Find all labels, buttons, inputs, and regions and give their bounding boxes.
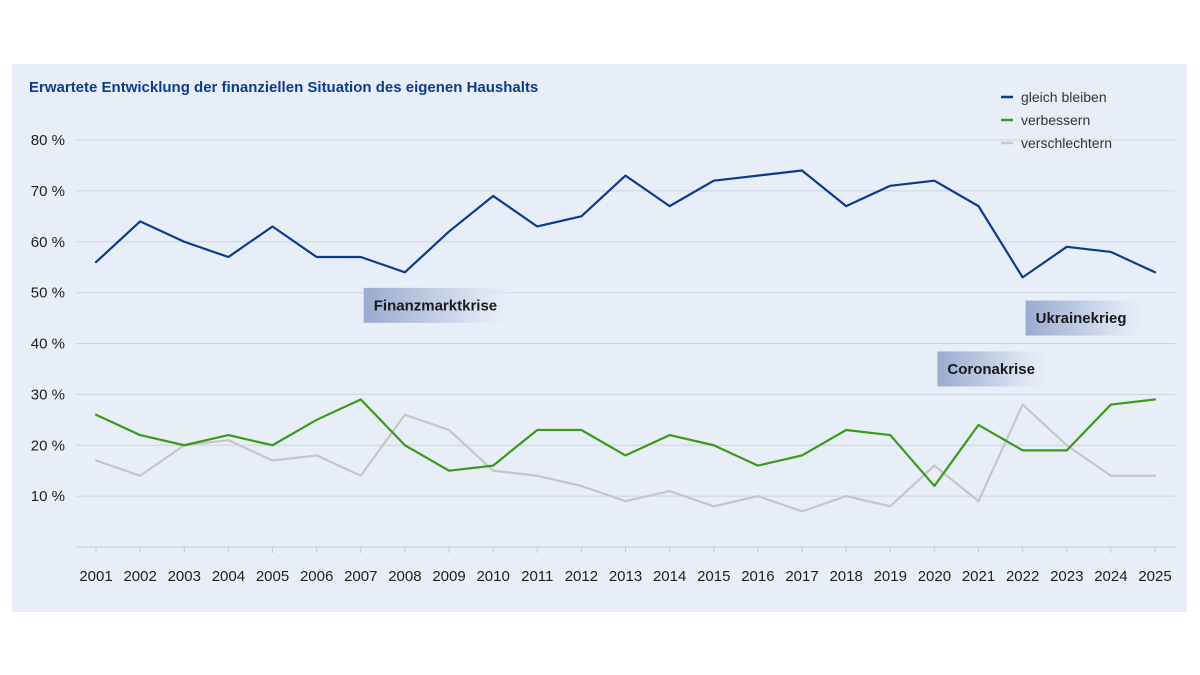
x-tick-label: 2023	[1050, 568, 1083, 585]
x-tick-label: 2012	[565, 568, 598, 585]
line-chart: Erwartete Entwicklung der finanziellen S…	[29, 79, 1175, 585]
y-tick-label: 80 %	[31, 132, 65, 149]
x-tick-label: 2015	[697, 568, 730, 585]
x-tick-label: 2003	[168, 568, 201, 585]
x-tick-label: 2019	[874, 568, 907, 585]
x-tick-label: 2025	[1138, 568, 1171, 585]
x-tick-label: 2002	[123, 568, 156, 585]
x-tick-label: 2004	[212, 568, 245, 585]
series-line-verschlechtern	[94, 403, 1157, 513]
x-tick-label: 2024	[1094, 568, 1127, 585]
chart-panel: Erwartete Entwicklung der finanziellen S…	[12, 64, 1187, 612]
legend-label: gleich bleiben	[1021, 89, 1107, 105]
x-tick-label: 2017	[785, 568, 818, 585]
y-tick-label: 10 %	[31, 488, 65, 505]
x-tick-label: 2005	[256, 568, 289, 585]
x-tick-label: 2009	[432, 568, 465, 585]
annotation-box	[1025, 300, 1144, 336]
x-tick-label: 2021	[962, 568, 995, 585]
annotation-label: Finanzmarktkrise	[374, 297, 497, 314]
x-tick-label: 2014	[653, 568, 686, 585]
x-tick-label: 2006	[300, 568, 333, 585]
chart-title: Erwartete Entwicklung der finanziellen S…	[29, 79, 538, 96]
annotation-box	[937, 351, 1048, 387]
x-tick-label: 2001	[79, 568, 112, 585]
series-line-gleich-bleiben	[94, 169, 1157, 279]
y-tick-label: 70 %	[31, 183, 65, 200]
annotation-label: Ukrainekrieg	[1036, 310, 1127, 327]
x-tick-label: 2007	[344, 568, 377, 585]
annotation-label: Coronakrise	[947, 361, 1035, 378]
x-tick-label: 2011	[521, 568, 553, 585]
annotation-box	[363, 287, 510, 323]
y-tick-label: 20 %	[31, 437, 65, 454]
x-tick-label: 2013	[609, 568, 642, 585]
legend-label: verschlechtern	[1021, 135, 1112, 151]
x-tick-label: 2020	[918, 568, 951, 585]
x-tick-label: 2022	[1006, 568, 1039, 585]
y-tick-label: 40 %	[31, 336, 65, 353]
series-line-verbessern	[94, 398, 1157, 488]
y-tick-label: 50 %	[31, 285, 65, 302]
y-tick-label: 60 %	[31, 234, 65, 251]
x-tick-label: 2018	[829, 568, 862, 585]
x-tick-label: 2010	[476, 568, 509, 585]
y-tick-label: 30 %	[31, 386, 65, 403]
legend-label: verbessern	[1021, 112, 1090, 128]
x-tick-label: 2008	[388, 568, 421, 585]
x-tick-label: 2016	[741, 568, 774, 585]
